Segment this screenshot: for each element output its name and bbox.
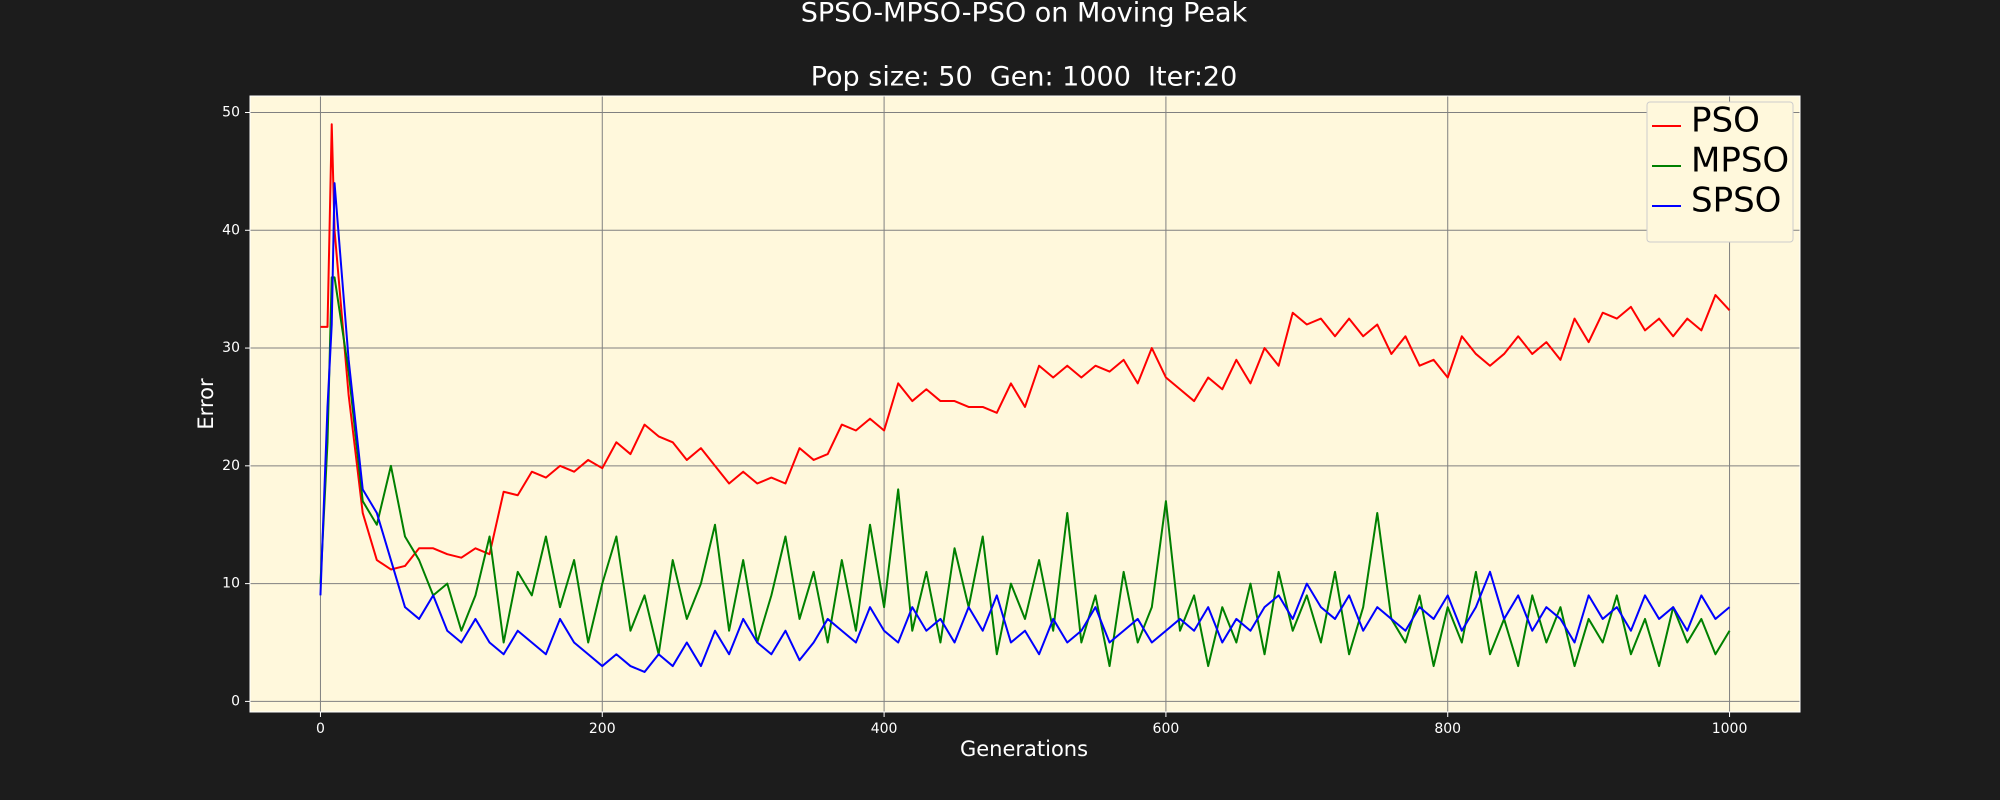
chart-subtitle: Pop size: 50 Gen: 1000 Iter:20 <box>811 62 1238 93</box>
x-tick-label: 600 <box>1153 721 1180 737</box>
y-tick-label: 0 <box>231 693 240 709</box>
x-tick-label: 1000 <box>1712 721 1748 737</box>
y-tick-label: 40 <box>222 222 240 238</box>
x-tick-label: 0 <box>316 721 325 737</box>
legend-label: SPSO <box>1691 181 1781 221</box>
y-tick-label: 20 <box>222 458 240 474</box>
y-tick-label: 50 <box>222 104 240 120</box>
series-line <box>319 182 1731 673</box>
plot-frame <box>249 95 1801 713</box>
series-line <box>319 276 1731 668</box>
series-line <box>320 123 1731 571</box>
y-axis-label: Error <box>194 378 218 430</box>
y-tick-label: 10 <box>222 576 240 592</box>
chart-title: SPSO-MPSO-PSO on Moving Peak <box>801 0 1248 29</box>
x-tick-label: 200 <box>589 721 616 737</box>
legend-label: MPSO <box>1691 141 1789 181</box>
x-tick-label: 400 <box>871 721 898 737</box>
x-axis-label: Generations <box>960 737 1088 761</box>
y-tick-label: 30 <box>222 340 240 356</box>
x-tick-label: 800 <box>1434 721 1461 737</box>
legend-label: PSO <box>1691 101 1760 141</box>
legend-box <box>1646 101 1794 243</box>
